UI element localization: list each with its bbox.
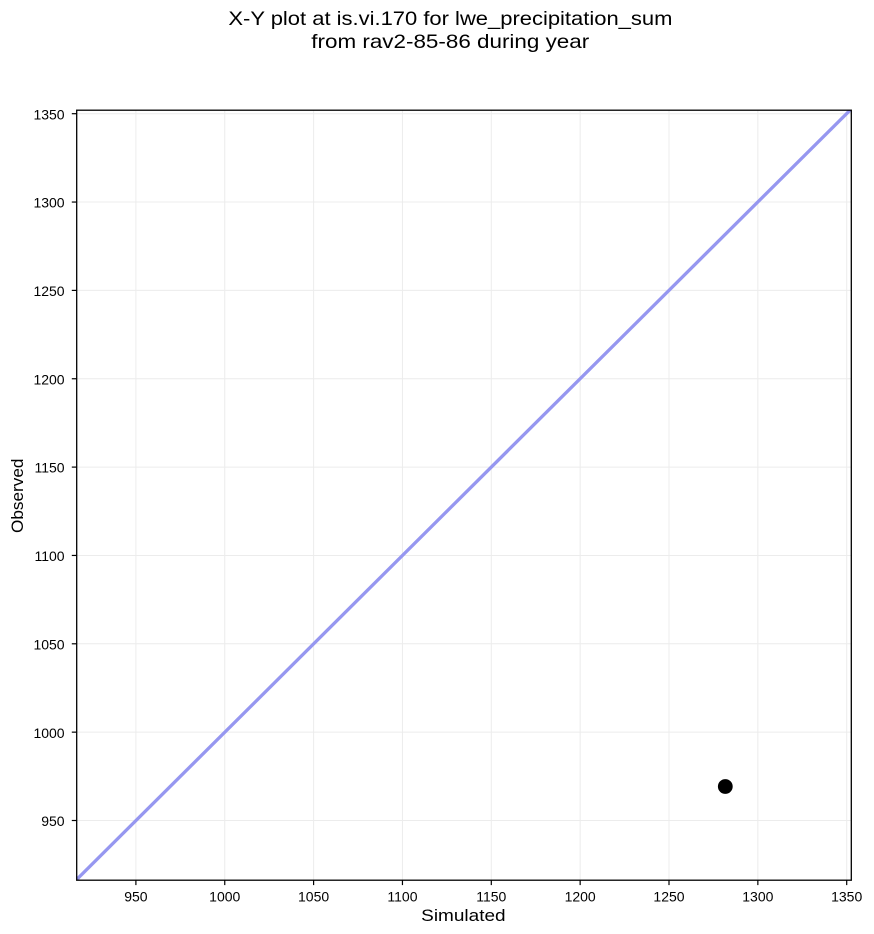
svg-text:1100: 1100 (387, 888, 417, 904)
svg-text:1000: 1000 (33, 725, 64, 741)
svg-text:950: 950 (41, 813, 65, 829)
svg-text:1050: 1050 (298, 888, 329, 904)
svg-text:1350: 1350 (33, 106, 64, 122)
svg-text:1250: 1250 (33, 283, 64, 299)
svg-text:1050: 1050 (33, 636, 64, 652)
svg-text:1100: 1100 (34, 548, 64, 564)
svg-text:from rav2-85-86 during year: from rav2-85-86 during year (311, 31, 590, 53)
svg-text:1000: 1000 (209, 888, 240, 904)
svg-text:950: 950 (124, 888, 148, 904)
svg-text:1200: 1200 (565, 888, 596, 904)
svg-text:1150: 1150 (34, 460, 64, 476)
svg-text:1350: 1350 (831, 888, 862, 904)
svg-text:1300: 1300 (742, 888, 773, 904)
svg-text:1300: 1300 (33, 195, 64, 211)
svg-text:X-Y plot at is.vi.170 for lwe_: X-Y plot at is.vi.170 for lwe_precipitat… (228, 8, 672, 30)
svg-text:1250: 1250 (653, 888, 684, 904)
svg-text:1150: 1150 (476, 888, 506, 904)
svg-text:1200: 1200 (33, 371, 64, 387)
svg-text:Simulated: Simulated (421, 906, 505, 925)
svg-text:Observed: Observed (8, 459, 27, 534)
